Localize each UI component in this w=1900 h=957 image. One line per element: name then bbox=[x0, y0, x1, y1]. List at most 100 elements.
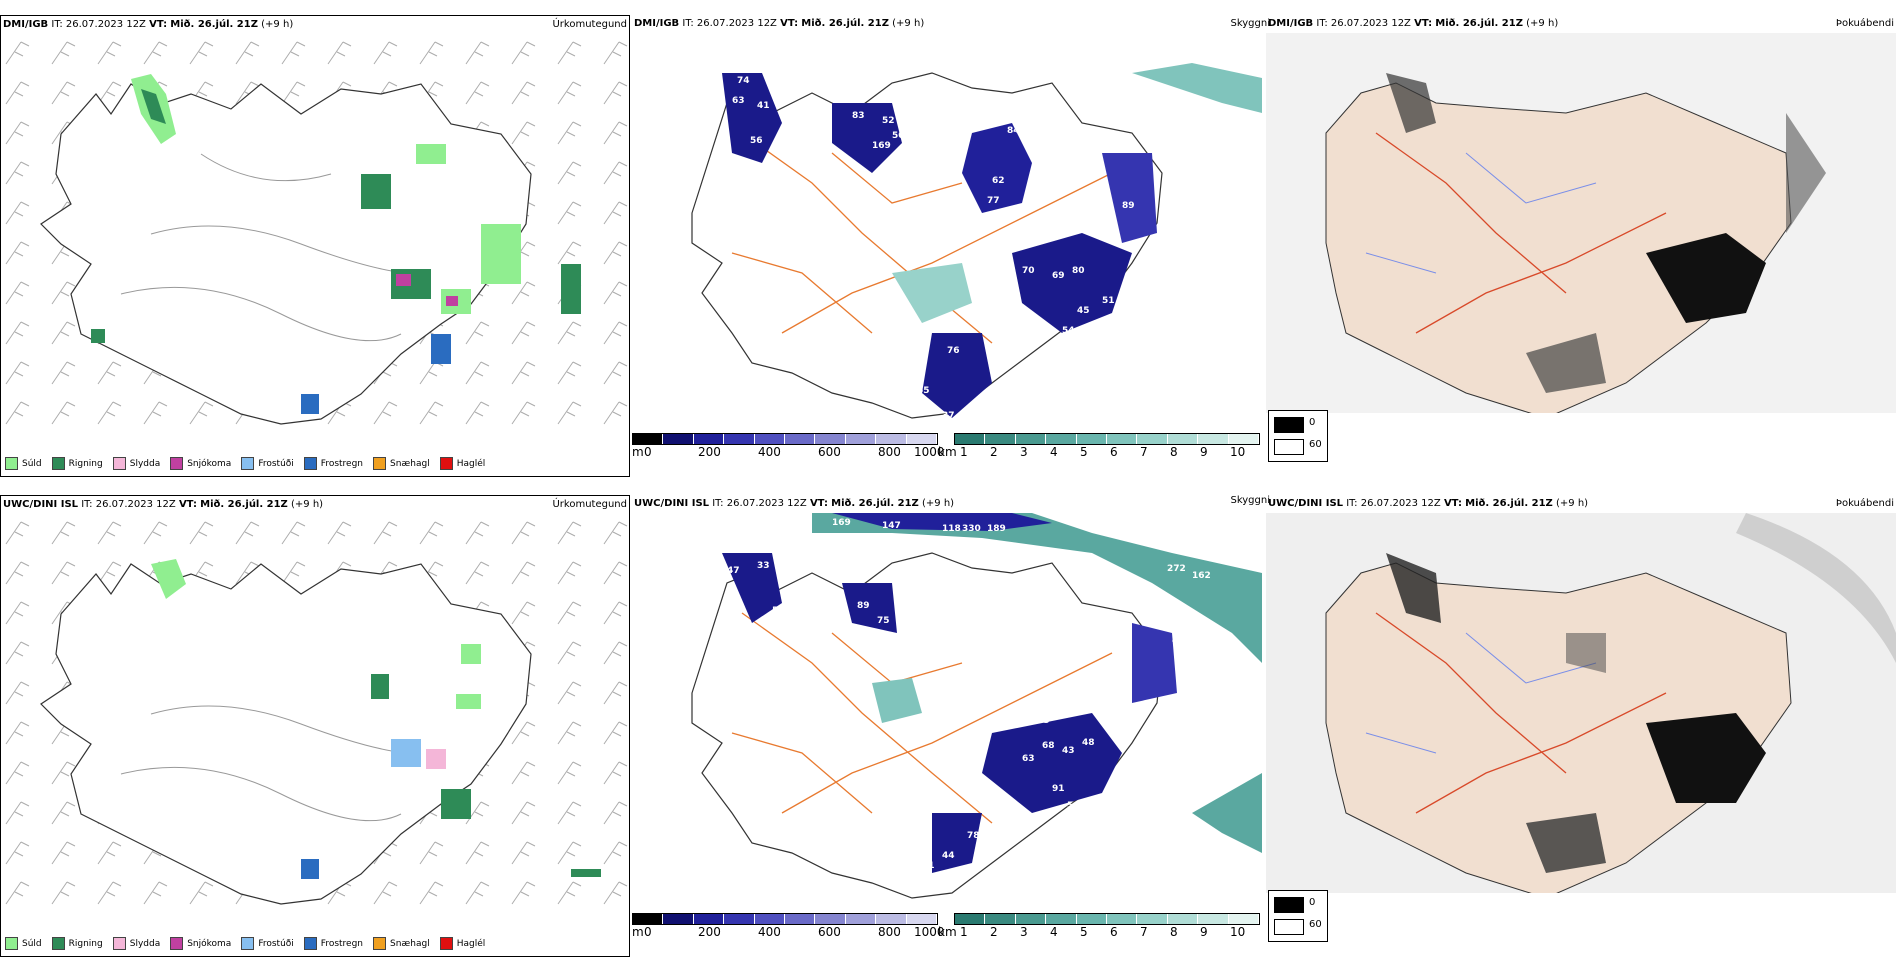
visibility-value-label: 78 bbox=[967, 831, 980, 841]
legend-item: Haglél bbox=[439, 457, 485, 470]
fog-key: 0 60 bbox=[1268, 890, 1328, 942]
visibility-value-label: 330 bbox=[962, 524, 981, 534]
legend-item: Snjókoma bbox=[170, 457, 231, 470]
visibility-panel-top: DMI/IGB IT: 26.07.2023 12Z VT: Mið. 26.j… bbox=[632, 15, 1270, 477]
visibility-value-label: 44 bbox=[942, 851, 955, 861]
visibility-value-label: 65 bbox=[917, 386, 930, 396]
visibility-value-label: 62 bbox=[992, 176, 1005, 186]
tick-label: 0 bbox=[644, 925, 652, 939]
visibility-value-label: 41 bbox=[757, 101, 770, 111]
visibility-panel-bottom: UWC/DINI ISL IT: 26.07.2023 12Z VT: Mið.… bbox=[632, 495, 1270, 957]
legend-item: Rigning bbox=[51, 937, 103, 950]
visibility-value-label: 43 bbox=[1062, 746, 1075, 756]
tick-label: 10 bbox=[1230, 925, 1246, 939]
tick-label: 5 bbox=[1080, 445, 1088, 459]
tick-label: 4 bbox=[1050, 445, 1058, 459]
visibility-map: 169 147 118 330 189 130 272 162 47 33 55 89 75 69 206 9… bbox=[691, 513, 1262, 899]
visibility-value-label: 64 bbox=[1157, 616, 1170, 626]
visibility-value-label: 206 bbox=[887, 721, 906, 731]
tick-label: 6 bbox=[1110, 445, 1118, 459]
precip-legend: Súld Rigning Slydda Snjókoma Frostúði Fr… bbox=[5, 457, 495, 470]
legend-item: Snjókoma bbox=[170, 937, 231, 950]
panel-parameter-label: Þokuábendi bbox=[1835, 498, 1894, 509]
legend-item: Snæhagl bbox=[373, 457, 430, 470]
visibility-value-label: 118 bbox=[942, 524, 961, 534]
visibility-value-label: 83 bbox=[852, 111, 865, 121]
visibility-m-strip bbox=[632, 913, 938, 925]
visibility-value-label: 51 bbox=[1102, 296, 1115, 306]
visibility-value-label: 81 bbox=[922, 861, 935, 871]
visibility-value-label: 43 bbox=[772, 141, 785, 151]
visibility-value-label: 84 bbox=[1007, 126, 1020, 136]
legend-item: Haglél bbox=[439, 937, 485, 950]
colorbar-unit-m: m bbox=[632, 925, 644, 939]
tick-label: 1000 bbox=[914, 925, 945, 939]
panel-header: DMI/IGB IT: 26.07.2023 12Z VT: Mið. 26.j… bbox=[1268, 18, 1559, 29]
tick-label: 400 bbox=[758, 925, 781, 939]
fog-key: 0 60 bbox=[1268, 410, 1328, 462]
fog-map bbox=[1266, 513, 1896, 893]
visibility-value-label: 57 bbox=[937, 744, 950, 754]
fog-panel-top: DMI/IGB IT: 26.07.2023 12Z VT: Mið. 26.j… bbox=[1266, 15, 1896, 477]
fog-panel-bottom: UWC/DINI ISL IT: 26.07.2023 12Z VT: Mið.… bbox=[1266, 495, 1896, 957]
visibility-m-strip bbox=[632, 433, 938, 445]
visibility-value-label: 91 bbox=[1052, 784, 1065, 794]
visibility-value-label: 189 bbox=[987, 524, 1006, 534]
legend-item: Frostregn bbox=[303, 457, 363, 470]
tick-label: 3 bbox=[1020, 445, 1028, 459]
legend-item: Snæhagl bbox=[373, 937, 430, 950]
panel-header: UWC/DINI ISL IT: 26.07.2023 12Z VT: Mið.… bbox=[1268, 498, 1589, 509]
colorbar-unit-m: m bbox=[632, 445, 644, 459]
tick-label: 6 bbox=[1110, 925, 1118, 939]
visibility-value-label: 30 bbox=[932, 876, 945, 886]
panel-parameter-label: Skyggni bbox=[1230, 18, 1270, 29]
visibility-value-label: 89 bbox=[857, 601, 870, 611]
visibility-value-label: 55 bbox=[772, 606, 785, 616]
visibility-value-label: 50 bbox=[892, 131, 905, 141]
legend-item: Frostúði bbox=[241, 937, 294, 950]
visibility-value-label: 54 bbox=[1062, 326, 1075, 336]
legend-item: Súld bbox=[5, 937, 42, 950]
visibility-value-label: 110 bbox=[757, 176, 776, 186]
visibility-value-label: 63 bbox=[732, 96, 745, 106]
visibility-value-label: 52 bbox=[882, 116, 895, 126]
tick-label: 8 bbox=[1170, 445, 1178, 459]
visibility-value-label: 51 bbox=[1072, 816, 1085, 826]
tick-label: 600 bbox=[818, 445, 841, 459]
visibility-value-label: 169 bbox=[872, 141, 891, 151]
precip-type-panel-top: DMI/IGB IT: 26.07.2023 12Z VT: Mið. 26.j… bbox=[0, 15, 630, 477]
tick-label: 7 bbox=[1140, 925, 1148, 939]
tick-label: 200 bbox=[698, 445, 721, 459]
fog-map bbox=[1266, 33, 1896, 413]
tick-label: 2 bbox=[990, 925, 998, 939]
legend-item: Súld bbox=[5, 457, 42, 470]
visibility-value-label: 33 bbox=[757, 561, 770, 571]
colorbar-unit-km: km bbox=[938, 445, 957, 459]
tick-label: 1 bbox=[960, 445, 968, 459]
visibility-value-label: 69 bbox=[977, 661, 990, 671]
visibility-value-label: 80 bbox=[1072, 266, 1085, 276]
legend-item: Frostregn bbox=[303, 937, 363, 950]
legend-item: Slydda bbox=[112, 937, 160, 950]
tick-label: 200 bbox=[698, 925, 721, 939]
tick-label: 3 bbox=[1020, 925, 1028, 939]
tick-label: 800 bbox=[878, 445, 901, 459]
tick-label: 10 bbox=[1230, 445, 1246, 459]
visibility-value-label: 69 bbox=[1052, 271, 1065, 281]
visibility-colorbar: m 0 200 400 600 800 1000 km 1 2 3 4 5 6 … bbox=[632, 433, 1262, 467]
tick-label: 9 bbox=[1200, 925, 1208, 939]
visibility-map: 74 63 41 56 43 110 83 52 50 62 77 169 68 60 70 69 80 4554… bbox=[691, 63, 1262, 421]
panel-header: UWC/DINI ISL IT: 26.07.2023 12Z VT: Mið.… bbox=[3, 499, 324, 510]
visibility-value-label: 48 bbox=[1082, 738, 1095, 748]
tick-label: 0 bbox=[644, 445, 652, 459]
panel-parameter-label: Úrkomutegund bbox=[552, 499, 627, 510]
visibility-value-label: 272 bbox=[1167, 564, 1186, 574]
panel-header: DMI/IGB IT: 26.07.2023 12Z VT: Mið. 26.j… bbox=[3, 19, 294, 30]
tick-label: 800 bbox=[878, 925, 901, 939]
visibility-value-label: 45 bbox=[1077, 306, 1090, 316]
visibility-km-strip bbox=[954, 913, 1260, 925]
tick-label: 600 bbox=[818, 925, 841, 939]
visibility-value-label: 47 bbox=[727, 566, 740, 576]
visibility-value-label: 56 bbox=[750, 136, 763, 146]
tick-label: 1 bbox=[960, 925, 968, 939]
